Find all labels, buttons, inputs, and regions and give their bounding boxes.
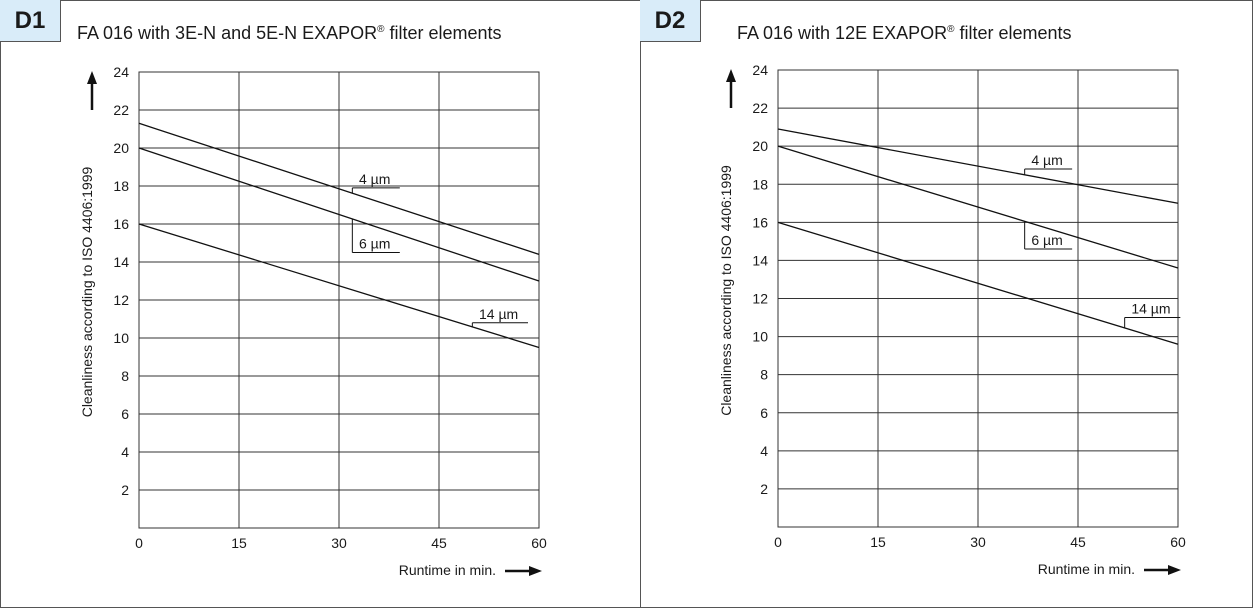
chart-d1-xtick-label-60: 60: [531, 535, 547, 551]
chart-d2-xtick-label-45: 45: [1070, 534, 1086, 550]
chart-d1-ytick-label-22: 22: [113, 102, 129, 118]
chart-d2-xlabel: Runtime in min.: [1038, 561, 1135, 577]
chart-d2-x-arrow-head: [1168, 565, 1181, 575]
chart-d1-annotation-6m-label: 6 µm: [359, 236, 390, 252]
chart-d2-xtick-label-15: 15: [870, 534, 886, 550]
chart-d1-ytick-label-6: 6: [121, 406, 129, 422]
chart-d1-series-line-6m: [138, 147, 540, 282]
panel-title-d2-reg: ®: [947, 24, 955, 35]
chart-d2-ytick-label-24: 24: [752, 62, 768, 78]
panel-title-d1: FA 016 with 3E-N and 5E-N EXAPOR® filter…: [77, 23, 502, 44]
chart-d1-y-arrow-head: [87, 71, 97, 84]
panel-badge-d2: D2: [640, 0, 701, 42]
chart-d1-ytick-label-18: 18: [113, 178, 129, 194]
chart-d2-ytick-label-18: 18: [752, 176, 768, 192]
chart-d1-ytick-label-4: 4: [121, 444, 129, 460]
chart-d1-ytick-label-24: 24: [113, 64, 129, 80]
chart-d1-ytick-label-14: 14: [113, 254, 129, 270]
chart-d1-xtick-label-0: 0: [135, 535, 143, 551]
chart-d1-plot-frame: [138, 71, 540, 529]
chart-d1-grid: [138, 71, 540, 528]
panel-title-d1-reg: ®: [377, 24, 385, 35]
chart-d1-xtick-label-45: 45: [431, 535, 447, 551]
chart-d2-series-line-14m: [777, 221, 1179, 345]
panel-title-d2-main: FA 016 with 12E EXAPOR: [737, 23, 948, 43]
chart-d2-ytick-label-20: 20: [752, 138, 768, 154]
chart-d2-ytick-label-22: 22: [752, 100, 768, 116]
panel-badge-d1: D1: [0, 0, 61, 42]
chart-d2-ytick-label-8: 8: [760, 367, 768, 383]
chart-d1-x-arrow-head: [529, 566, 542, 576]
chart-d1-ytick-label-8: 8: [121, 368, 129, 384]
chart-d2-ytick-label-14: 14: [752, 252, 768, 268]
chart-d1-ylabel: Cleanliness according to ISO 4406:1999: [79, 166, 95, 417]
chart-d1-ytick-label-12: 12: [113, 292, 129, 308]
chart-d1-ytick-label-10: 10: [113, 330, 129, 346]
chart-d2-plot-frame: [777, 69, 1179, 528]
chart-d1-ytick-label-16: 16: [113, 216, 129, 232]
chart-d2-y-arrow-head: [726, 69, 736, 82]
panel-title-d1-tail: filter elements: [384, 23, 502, 43]
chart-d2-grid: [777, 69, 1179, 527]
chart-d2-ytick-label-12: 12: [752, 291, 768, 307]
chart-panel-d1: D1 FA 016 with 3E-N and 5E-N EXAPOR® fil…: [0, 0, 641, 608]
chart-d2-ytick-label-10: 10: [752, 329, 768, 345]
chart-d1-annotation-4m-label: 4 µm: [359, 171, 390, 187]
chart-d2-xtick-label-60: 60: [1170, 534, 1186, 550]
panel-title-d1-main: FA 016 with 3E-N and 5E-N EXAPOR: [77, 23, 378, 43]
chart-d2-series-line-6m: [777, 145, 1179, 269]
panel-title-d2-tail: filter elements: [954, 23, 1072, 43]
chart-d2-annotation-4m-label: 4 µm: [1031, 152, 1062, 168]
chart-d1-xlabel: Runtime in min.: [399, 562, 496, 578]
chart-panel-d2: D2 FA 016 with 12E EXAPOR® filter elemen…: [640, 0, 1253, 608]
chart-d2-annotation-6m-label: 6 µm: [1031, 232, 1062, 248]
chart-d1-annotation-14m-label: 14 µm: [479, 306, 518, 322]
panel-title-d2: FA 016 with 12E EXAPOR® filter elements: [737, 23, 1072, 44]
chart-d2-annotation-14m-label: 14 µm: [1131, 301, 1170, 317]
chart-d2-series-line-4m: [777, 128, 1179, 204]
chart-d2-ytick-label-6: 6: [760, 405, 768, 421]
chart-d2-xtick-label-0: 0: [774, 534, 782, 550]
chart-d2-xtick-label-30: 30: [970, 534, 986, 550]
chart-d1-series-line-4m: [138, 122, 540, 256]
chart-d2-ytick-label-16: 16: [752, 214, 768, 230]
chart-d1-ytick-label-2: 2: [121, 482, 129, 498]
chart-d2-ytick-label-4: 4: [760, 443, 768, 459]
chart-d2-ylabel: Cleanliness according to ISO 4406:1999: [718, 165, 734, 416]
chart-d2-ytick-label-2: 2: [760, 481, 768, 497]
chart-d1-ytick-label-20: 20: [113, 140, 129, 156]
chart-d1-xtick-label-30: 30: [331, 535, 347, 551]
chart-d1-xtick-label-15: 15: [231, 535, 247, 551]
